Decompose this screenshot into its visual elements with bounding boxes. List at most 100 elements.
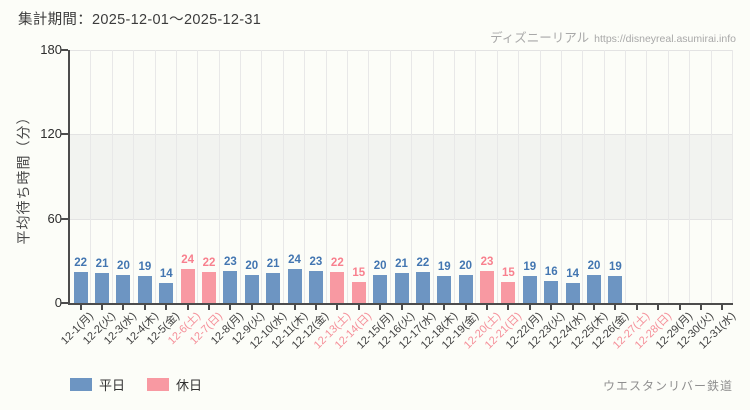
x-axis-tick bbox=[635, 305, 638, 310]
v-gridline bbox=[518, 50, 520, 303]
legend-label-holiday: 休日 bbox=[176, 378, 203, 393]
bar-value-label: 22 bbox=[202, 257, 216, 270]
x-axis-tick bbox=[571, 305, 574, 310]
bar[interactable] bbox=[244, 274, 259, 303]
bar[interactable] bbox=[586, 274, 601, 303]
v-gridline bbox=[603, 50, 605, 303]
v-gridline bbox=[218, 50, 220, 303]
bar[interactable] bbox=[501, 281, 516, 303]
bar[interactable] bbox=[266, 273, 281, 303]
h-gridline bbox=[70, 134, 733, 136]
bar-value-label: 21 bbox=[395, 258, 408, 271]
bar-value-label: 20 bbox=[587, 259, 601, 272]
bar-value-label: 19 bbox=[523, 261, 537, 274]
bar[interactable] bbox=[223, 270, 238, 303]
y-axis-tick bbox=[61, 302, 68, 304]
watermark: ディズニーリアル https://disneyreal.asumirai.info bbox=[490, 27, 736, 47]
v-gridline bbox=[261, 50, 263, 303]
v-gridline bbox=[496, 50, 498, 303]
x-axis-tick bbox=[699, 305, 702, 310]
bar-value-label: 22 bbox=[416, 257, 430, 270]
bar[interactable] bbox=[95, 273, 110, 303]
bar[interactable] bbox=[180, 269, 195, 303]
bar[interactable] bbox=[522, 276, 537, 303]
v-gridline bbox=[111, 50, 113, 303]
bar-value-label: 19 bbox=[437, 261, 451, 274]
bar[interactable] bbox=[73, 272, 88, 303]
x-axis-tick bbox=[229, 305, 232, 310]
attraction-name: ウエスタンリバー鉄道 bbox=[602, 379, 733, 393]
bar[interactable] bbox=[137, 276, 152, 303]
bar[interactable] bbox=[373, 274, 388, 303]
x-axis-tick bbox=[443, 305, 446, 310]
v-gridline bbox=[667, 50, 669, 303]
v-gridline bbox=[475, 50, 477, 303]
v-gridline bbox=[625, 50, 627, 303]
v-gridline bbox=[689, 50, 691, 303]
period-title: 集計期間：2025-12-01～2025-12-31 bbox=[18, 12, 262, 28]
bar[interactable] bbox=[351, 281, 366, 303]
bar-value-label: 20 bbox=[117, 259, 130, 272]
bar[interactable] bbox=[608, 276, 623, 303]
v-gridline bbox=[710, 50, 712, 303]
bar[interactable] bbox=[415, 272, 430, 303]
x-axis-tick-labels: 12-1(月) 12-2(火) 12-3(水) 12-4(木) 12-5(金) 12-6(… bbox=[59, 306, 738, 370]
bar-value-label: 24 bbox=[288, 254, 301, 267]
bar[interactable] bbox=[287, 269, 302, 303]
bar[interactable] bbox=[116, 274, 131, 303]
watermark-url-link[interactable]: https://disneyreal.asumirai.info bbox=[594, 33, 736, 45]
x-axis-tick bbox=[464, 305, 467, 310]
x-axis-tick bbox=[122, 305, 125, 310]
bar-value-label: 15 bbox=[352, 266, 366, 279]
bar[interactable] bbox=[480, 270, 495, 303]
v-gridline bbox=[368, 50, 370, 303]
v-gridline bbox=[646, 50, 648, 303]
bar[interactable] bbox=[458, 274, 473, 303]
bar[interactable] bbox=[330, 272, 345, 303]
bar[interactable] bbox=[159, 283, 174, 303]
x-axis-tick bbox=[314, 305, 317, 310]
x-axis-tick bbox=[293, 305, 296, 310]
v-gridline bbox=[347, 50, 349, 303]
y-axis-tick-value: 180 bbox=[40, 42, 62, 57]
x-axis-tick bbox=[421, 305, 424, 310]
holiday-swatch-icon bbox=[147, 378, 170, 391]
bar-value-label: 20 bbox=[459, 259, 473, 272]
shaded-band bbox=[70, 134, 733, 219]
bar-value-label: 23 bbox=[223, 255, 237, 268]
v-gridline bbox=[389, 50, 391, 303]
bar-value-label: 22 bbox=[330, 257, 344, 270]
bar[interactable] bbox=[544, 280, 559, 303]
bar-value-label: 22 bbox=[74, 257, 88, 270]
x-axis-tick bbox=[592, 305, 595, 310]
bar[interactable] bbox=[202, 272, 217, 303]
v-gridline bbox=[453, 50, 455, 303]
bar-value-label: 20 bbox=[245, 259, 259, 272]
v-gridline bbox=[240, 50, 242, 303]
bar[interactable] bbox=[565, 283, 580, 303]
x-axis-tick bbox=[186, 305, 189, 310]
bar-value-label: 21 bbox=[95, 258, 109, 271]
bar-value-label: 19 bbox=[608, 261, 622, 274]
v-gridline bbox=[90, 50, 92, 303]
x-axis-tick bbox=[250, 305, 253, 310]
x-axis-tick bbox=[528, 305, 531, 310]
y-axis-tick bbox=[61, 133, 68, 136]
weekday-swatch-icon bbox=[70, 378, 92, 391]
v-gridline bbox=[175, 50, 177, 303]
legend-label-weekday: 平日 bbox=[99, 378, 126, 393]
bar[interactable] bbox=[437, 276, 452, 303]
h-gridline bbox=[70, 218, 733, 220]
bar[interactable] bbox=[308, 270, 323, 303]
x-axis-tick bbox=[550, 305, 553, 310]
v-gridline bbox=[133, 50, 135, 303]
x-axis-tick bbox=[79, 305, 82, 310]
y-axis-tick bbox=[61, 49, 68, 52]
bar[interactable] bbox=[394, 273, 409, 303]
bar-value-label: 14 bbox=[159, 268, 173, 281]
plot-area: 22 21 20 19 14 24 22 23 20 21 24 23 22 15 20 21 22 19 20 23… bbox=[61, 49, 733, 310]
x-axis-tick bbox=[614, 305, 617, 310]
v-gridline bbox=[732, 50, 733, 303]
bar-value-label: 14 bbox=[566, 268, 579, 281]
